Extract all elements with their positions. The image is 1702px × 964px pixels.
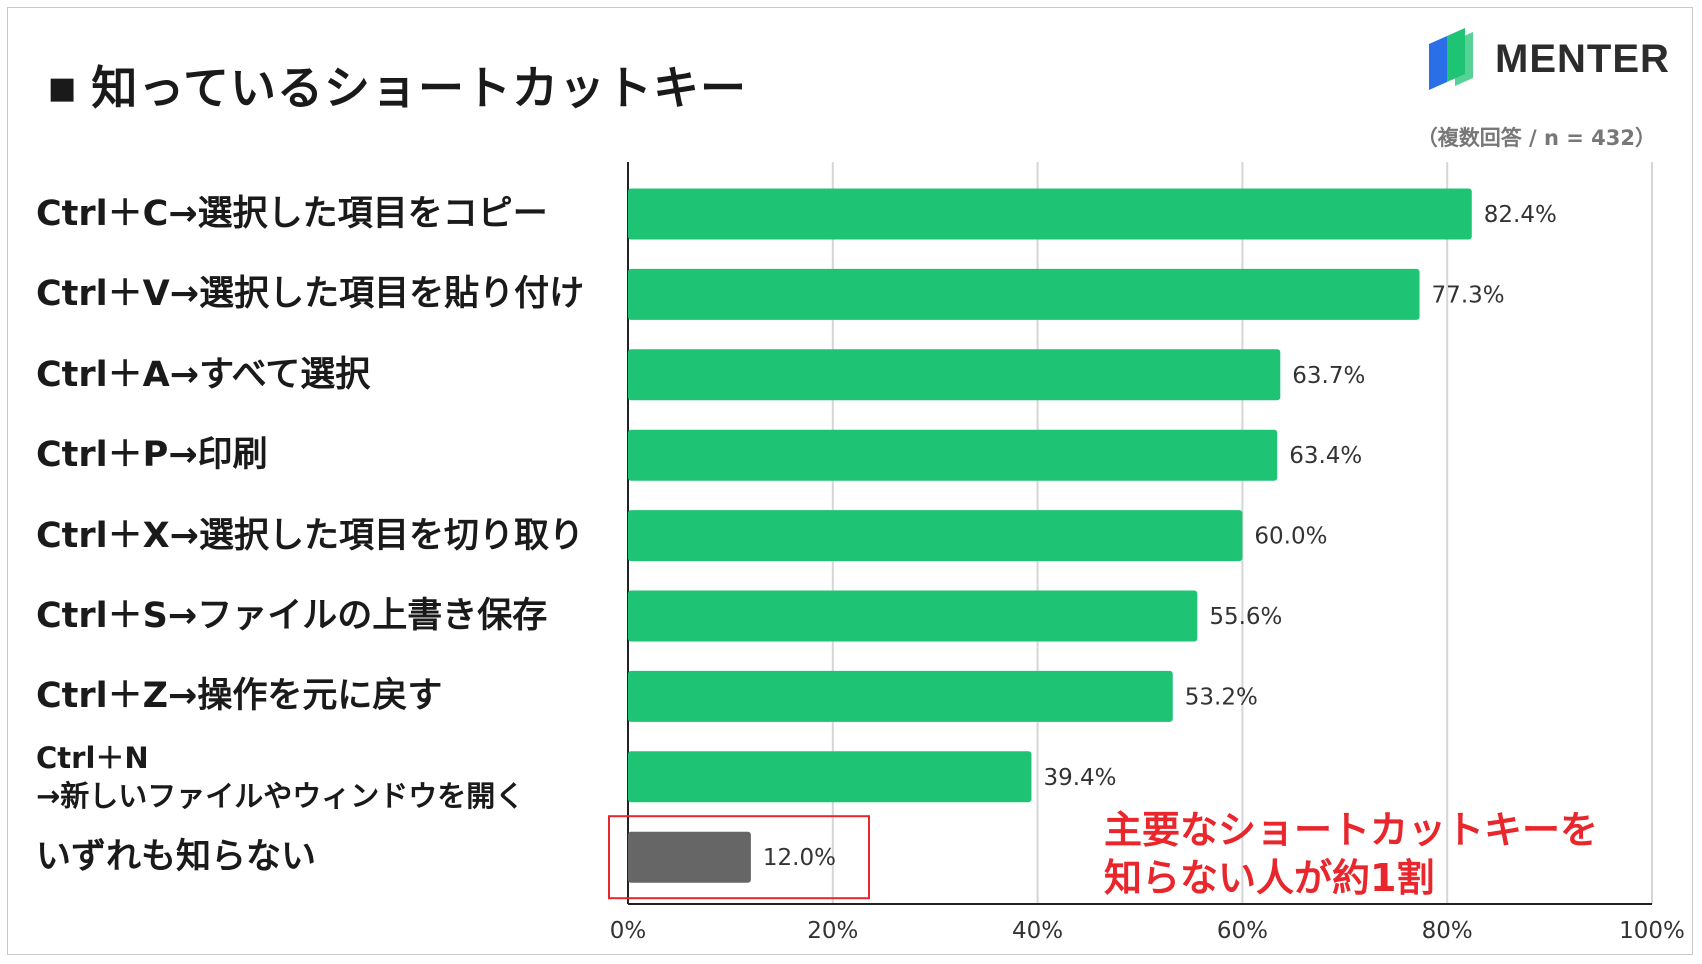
menter-logo-icon (1429, 28, 1473, 90)
x-tick-label: 80% (1422, 918, 1473, 944)
bar (628, 510, 1243, 562)
title-text: 知っているショートカットキー (91, 61, 748, 115)
bar-value-label: 77.3% (1432, 282, 1505, 308)
x-tick-label: 60% (1217, 918, 1268, 944)
category-label: Ctrl＋N →新しいファイルやウィンドウを開く (36, 740, 525, 813)
x-tick-label: 20% (807, 918, 858, 944)
category-label: いずれも知らない (36, 837, 317, 878)
category-label: Ctrl＋S→ファイルの上書き保存 (36, 596, 548, 636)
x-tick-label: 40% (1012, 918, 1063, 944)
bar (628, 429, 1278, 481)
bar-value-label: 60.0% (1254, 524, 1327, 550)
bar (628, 349, 1281, 401)
category-label: Ctrl＋Z→操作を元に戻す (36, 676, 443, 717)
highlight-box (608, 815, 870, 900)
bar-value-label: 63.4% (1289, 443, 1362, 469)
bar (628, 751, 1032, 803)
chart-title: ■ 知っているショートカットキー (48, 52, 747, 118)
category-label: Ctrl＋C→選択した項目をコピー (36, 194, 548, 234)
title-marker: ■ (48, 71, 78, 106)
category-label: Ctrl＋V→選択した項目を貼り付け (36, 274, 585, 315)
bar (628, 831, 751, 883)
category-label: Ctrl＋X→選択した項目を切り取り (36, 515, 584, 556)
brand-name: MENTER (1495, 37, 1670, 81)
bar (628, 268, 1420, 320)
bar-value-label: 53.2% (1185, 684, 1258, 710)
sample-note: （複数回答 / n = 432） (1416, 126, 1656, 150)
category-label: Ctrl＋P→印刷 (36, 435, 268, 476)
bar-value-label: 82.4% (1484, 202, 1557, 228)
bar (628, 188, 1472, 240)
bar-value-label: 12.0% (763, 845, 836, 871)
x-tick-label: 0% (610, 918, 647, 944)
bar-value-label: 39.4% (1043, 765, 1116, 791)
x-tick-label: 100% (1619, 918, 1685, 944)
bar-value-label: 55.6% (1209, 604, 1282, 630)
bar-value-label: 63.7% (1292, 363, 1365, 389)
bar (628, 670, 1173, 722)
bar (628, 590, 1198, 642)
category-label: Ctrl＋A→すべて選択 (36, 354, 371, 395)
annotation-text: 主要なショートカットキーを 知らない人が約1割 (1104, 808, 1599, 900)
